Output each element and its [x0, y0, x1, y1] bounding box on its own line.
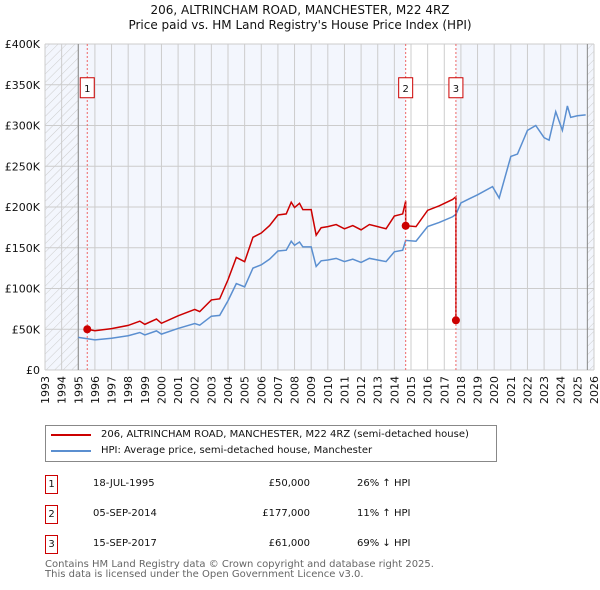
hpi-legend-label: HPI: Average price, semi-detached house,… — [101, 445, 373, 456]
x-tick-label: 2015 — [405, 376, 418, 404]
hpi-line — [78, 105, 586, 341]
sale-price: £50,000 — [268, 478, 310, 489]
x-tick-label: 2002 — [189, 376, 202, 404]
x-tick-label: 2023 — [538, 376, 551, 404]
x-tick-label: 1993 — [39, 376, 52, 404]
y-tick-label: £250K — [5, 160, 41, 173]
sale-hpi-diff: 69% ↓ HPI — [357, 538, 411, 549]
price-line — [87, 195, 457, 332]
y-tick-label: £50K — [12, 323, 41, 336]
y-tick-label: £200K — [5, 201, 41, 214]
sale-label-box — [398, 77, 414, 99]
x-tick-label: 2022 — [521, 376, 534, 404]
sale-hpi-diff: 26% ↑ HPI — [357, 478, 411, 489]
y-tick-label: £150K — [5, 242, 41, 255]
x-tick-label: 1997 — [106, 376, 119, 404]
hpi-legend-swatch — [51, 449, 91, 452]
sale-label-box — [448, 77, 464, 99]
x-tick-label: 2007 — [272, 376, 285, 404]
sale-number: 2 — [45, 505, 58, 524]
sale-date: 05-SEP-2014 — [93, 508, 157, 519]
footer-line-2: This data is licensed under the Open Gov… — [45, 569, 364, 580]
x-tick-label: 2004 — [222, 376, 235, 404]
sale-date: 15-SEP-2017 — [93, 538, 157, 549]
y-tick-label: £0 — [26, 364, 40, 377]
x-tick-label: 2021 — [505, 376, 518, 404]
sale-number: 1 — [45, 475, 58, 494]
sale-number: 3 — [45, 535, 58, 554]
sale-price: £61,000 — [268, 538, 310, 549]
x-tick-label: 1996 — [89, 376, 102, 404]
footer: Contains HM Land Registry data © Crown c… — [45, 560, 434, 580]
x-tick-label: 2018 — [455, 376, 468, 404]
x-tick-label: 1998 — [122, 376, 135, 404]
footer-line-1: Contains HM Land Registry data © Crown c… — [45, 559, 434, 570]
y-tick-label: £300K — [5, 120, 41, 133]
sale-label: 3 — [453, 84, 459, 95]
chart-title: 206, ALTRINCHAM ROAD, MANCHESTER, M22 4R… — [150, 3, 449, 17]
x-tick-label: 2024 — [555, 376, 568, 404]
sale-row: 2 05-SEP-2014 £177,000 11% ↑ HPI — [45, 505, 445, 525]
x-tick-label: 1995 — [72, 376, 85, 404]
x-tick-label: 2000 — [155, 376, 168, 404]
x-tick-label: 2025 — [571, 376, 584, 404]
x-tick-label: 2013 — [372, 376, 385, 404]
legend: 206, ALTRINCHAM ROAD, MANCHESTER, M22 4R… — [45, 425, 497, 462]
y-tick-label: £350K — [5, 79, 41, 92]
x-tick-label: 2003 — [205, 376, 218, 404]
x-tick-label: 2008 — [289, 376, 302, 404]
y-tick-label: £400K — [5, 38, 41, 51]
x-tick-label: 2005 — [239, 376, 252, 404]
y-tick-label: £100K — [5, 283, 41, 296]
sale-label: 1 — [84, 84, 90, 95]
x-tick-label: 1999 — [139, 376, 152, 404]
x-tick-label: 2014 — [388, 376, 401, 404]
x-tick-label: 2011 — [338, 376, 351, 404]
sale-row: 1 18-JUL-1995 £50,000 26% ↑ HPI — [45, 475, 445, 495]
price-chart: 206, ALTRINCHAM ROAD, MANCHESTER, M22 4R… — [5, 3, 600, 404]
x-tick-label: 2026 — [588, 376, 600, 404]
sale-row: 3 15-SEP-2017 £61,000 69% ↓ HPI — [45, 535, 445, 555]
chart-subtitle: Price paid vs. HM Land Registry's House … — [128, 18, 471, 32]
price-legend-swatch — [51, 433, 91, 436]
x-tick-label: 2020 — [488, 376, 501, 404]
x-tick-label: 2010 — [322, 376, 335, 404]
sale-date: 18-JUL-1995 — [93, 478, 155, 489]
price-legend-label: 206, ALTRINCHAM ROAD, MANCHESTER, M22 4R… — [101, 429, 469, 440]
x-tick-label: 2001 — [172, 376, 185, 404]
x-tick-label: 2016 — [422, 376, 435, 404]
sale-label-box — [79, 77, 95, 99]
sale-hpi-diff: 11% ↑ HPI — [357, 508, 411, 519]
x-tick-label: 2017 — [438, 376, 451, 404]
sale-price: £177,000 — [262, 508, 310, 519]
sale-label: 2 — [402, 84, 408, 95]
x-tick-label: 2006 — [255, 376, 268, 404]
sale-point — [401, 221, 410, 230]
sale-point — [83, 325, 92, 334]
x-tick-label: 2019 — [472, 376, 485, 404]
sale-point — [451, 316, 460, 325]
x-tick-label: 2012 — [355, 376, 368, 404]
x-tick-label: 1994 — [56, 376, 69, 404]
x-tick-label: 2009 — [305, 376, 318, 404]
